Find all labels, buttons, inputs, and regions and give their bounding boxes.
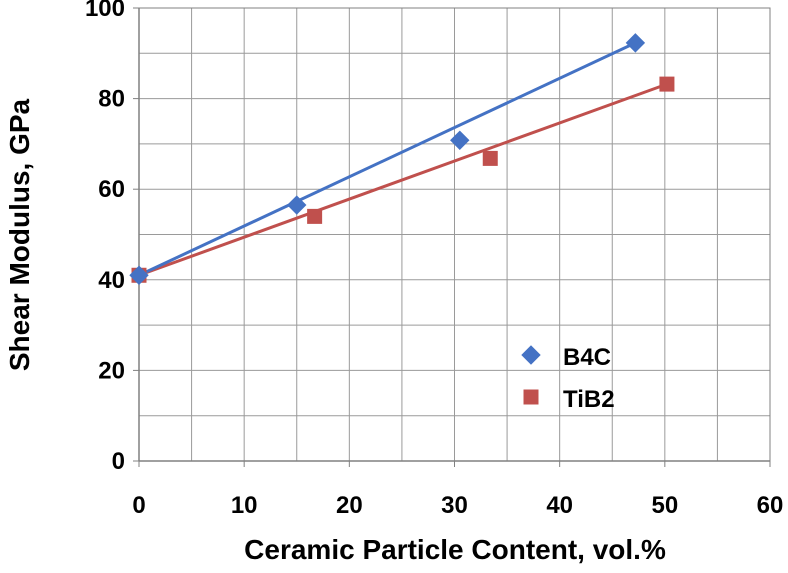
legend-marker-b4c [521,345,541,365]
x-tick-label: 20 [336,492,363,519]
y-tick-label: 20 [98,357,125,384]
data-point-b4c [129,265,149,285]
series [129,33,675,285]
y-tick-label: 0 [112,448,125,475]
y-tick-label: 80 [98,86,125,113]
x-tick-label: 60 [757,492,784,519]
y-axis-label: Shear Modulus, GPa [4,98,35,371]
y-tick-label: 100 [85,0,125,22]
legend: B4C TiB2 [521,344,615,413]
data-point-tib2 [307,208,323,224]
grid [138,7,771,462]
legend-label-b4c: B4C [563,344,611,371]
data-point-tib2 [482,150,498,166]
trendline-tib2 [138,82,668,277]
x-tick-label: 10 [231,492,258,519]
y-tick-label: 60 [98,176,125,203]
tick-labels: 0 10 20 30 40 50 60 0 20 40 60 80 100 [85,0,783,519]
x-axis-label: Ceramic Particle Content, vol.% [244,534,666,565]
x-tick-label: 30 [441,492,468,519]
x-tick-label: 50 [651,492,678,519]
data-point-b4c [450,130,470,150]
data-point-b4c [625,33,646,53]
legend-marker-tib2 [523,389,539,405]
x-tick-label: 40 [546,492,573,519]
legend-label-tib2: TiB2 [563,386,615,413]
data-point-tib2 [659,76,675,92]
x-tick-label: 0 [132,492,145,519]
data-point-b4c [287,195,307,215]
trendline-b4c [138,41,637,277]
axes [133,7,771,467]
y-tick-label: 40 [98,267,125,294]
